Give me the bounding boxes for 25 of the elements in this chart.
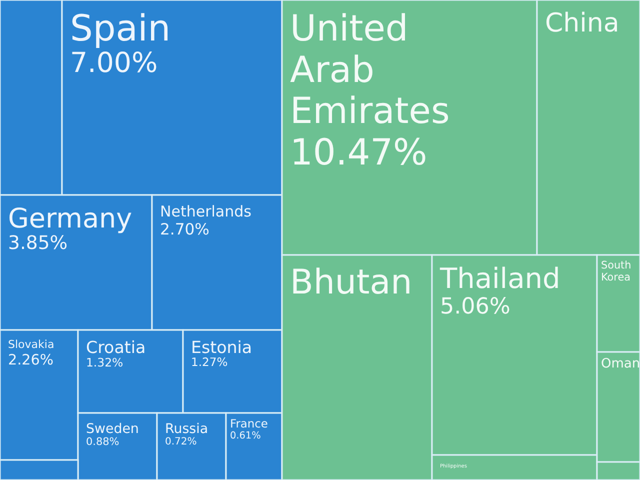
data-label: 0.61% — [230, 430, 261, 442]
data-label: 3.85% — [8, 232, 68, 254]
category-label: Slovakia — [8, 338, 54, 351]
category-label: Oman — [601, 356, 640, 372]
category-label: United Arab Emirates — [290, 8, 450, 132]
category-label: Bhutan — [290, 262, 412, 303]
data-label: 2.70% — [160, 220, 210, 238]
data-label: 2.26% — [8, 352, 54, 368]
category-label: Estonia — [191, 338, 252, 357]
data-label: 5.06% — [440, 294, 510, 320]
category-label: Germany — [8, 203, 132, 234]
category-label: Sweden — [86, 422, 139, 438]
category-label: Netherlands — [160, 202, 252, 220]
data-label: 10.47% — [290, 132, 428, 174]
data-label: 0.88% — [86, 436, 120, 448]
data-label: 0.72% — [165, 436, 197, 448]
category-label: Thailand — [439, 262, 560, 296]
category-label: China — [545, 8, 620, 38]
category-label: France — [230, 416, 268, 430]
category-label: South Korea — [601, 259, 632, 284]
category-label: Russia — [165, 422, 208, 438]
category-label: Croatia — [86, 338, 146, 357]
data-label: 1.32% — [86, 355, 124, 370]
category-label: Spain — [70, 8, 171, 50]
data-label: 1.27% — [191, 355, 228, 370]
